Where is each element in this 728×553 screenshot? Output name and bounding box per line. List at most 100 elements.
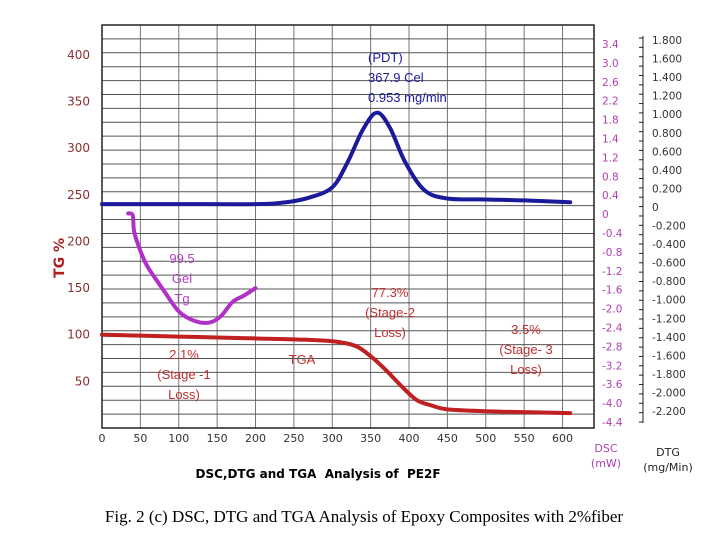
dsc-tick-label: 2.6 [602,77,619,89]
figure-caption: Fig. 2 (c) DSC, DTG and TGA Analysis of … [104,507,624,526]
x-tick-label: 500 [475,432,496,445]
x-tick-label: 600 [552,432,573,445]
annotation-tg-line1: 99.5 [169,251,194,266]
dsc-tick-label: -2.0 [602,304,623,316]
tg-axis: 50 100 150 200 250 300 350 400 [67,48,90,389]
dtg-tick-label: -1.600 [652,350,686,362]
dtg-axis-label: DTG [656,446,680,459]
annotation-stage1-line3: Loss) [168,387,200,402]
dsc-tick-label: -1.2 [602,266,623,278]
tg-tick-label: 50 [75,374,90,388]
series-line-tga [100,332,573,416]
dsc-axis-unit: (mW) [591,457,621,470]
dsc-tick-label: -4.4 [602,417,623,429]
series-group [100,110,573,416]
dsc-tick-label: 0.8 [602,171,619,183]
dtg-tick-label: 1.000 [652,109,682,121]
tg-tick-label: 400 [67,48,90,62]
dtg-tick-label: -1.400 [652,332,686,344]
dsc-tick-label: 3.4 [602,39,619,51]
dtg-tick-label: -0.600 [652,258,686,270]
annotation-pdt-line1: (PDT) [368,50,403,65]
tg-tick-label: 200 [67,234,90,248]
tg-tick-label: 250 [67,188,90,202]
dsc-tick-label: -2.8 [602,341,623,353]
x-tick-label: 150 [207,432,228,445]
tg-tick-label: 350 [67,94,90,108]
dtg-tick-label: -1.000 [652,295,686,307]
x-axis: 0 50 100 150 200 250 300 350 400 450 500 550 600 [99,432,574,445]
dsc-tick-label: 0 [602,209,609,221]
dtg-tick-label: 1.400 [652,72,682,84]
annotation-stage2-line1: 77.3% [372,285,409,300]
chart-title: DSC,DTG and TGA Analysis of PE2F [195,467,440,481]
dsc-tick-label: -1.6 [602,285,623,297]
dsc-tick-label: 1.4 [602,134,619,146]
dsc-tick-label: 0.4 [602,190,619,202]
annotation-tg-line3: Tg [174,291,189,306]
annotation-stage2-line3: Loss) [374,325,406,340]
tg-axis-label: TG % [52,238,68,278]
x-tick-label: 350 [360,432,381,445]
x-tick-label: 400 [399,432,420,445]
dtg-tick-label: -2.000 [652,387,686,399]
dtg-axis-unit: (mg/Min) [643,461,693,474]
dtg-tick-label: 1.800 [652,35,682,47]
dsc-tick-label: -0.4 [602,228,623,240]
dtg-tick-label: -2.200 [652,406,686,418]
x-tick-label: 50 [133,432,147,445]
series-line-dsc [126,211,258,325]
series-line-dtg [100,110,573,207]
dtg-tick-label: 0.200 [652,183,682,195]
dtg-tick-label: 0 [652,202,659,214]
plot-frame [101,24,595,429]
grid [102,25,594,428]
x-tick-label: 0 [99,432,106,445]
dsc-tick-label: 1.8 [602,115,619,127]
annotation-pdt-line3: 0.953 mg/min [368,90,447,105]
annotation-tg: 99.5 Gel Tg [169,251,194,306]
x-tick-label: 550 [514,432,535,445]
annotation-stage3-line1: 3.5% [511,322,541,337]
dtg-tick-label: -1.800 [652,369,686,381]
dsc-dtg-tga-chart: 0 50 100 150 200 250 300 350 400 450 500 550 600 50 1… [52,24,693,481]
annotation-stage3-line3: Loss) [510,362,542,377]
annotation-stage2-line2: (Stage-2 [365,305,415,320]
dsc-tick-label: 1.2 [602,152,619,164]
x-tick-label: 250 [283,432,304,445]
dtg-tick-label: 1.200 [652,91,682,103]
tg-tick-label: 300 [67,141,90,155]
annotation-stage2: 77.3% (Stage-2 Loss) [365,285,415,340]
dsc-tick-label: -4.0 [602,398,623,410]
annotation-pdt: (PDT) 367.9 Cel 0.953 mg/min [368,50,447,105]
annotation-stage3-line2: (Stage- 3 [499,342,552,357]
dsc-tick-label: -3.2 [602,360,623,372]
annotation-tg-line2: Gel [172,271,192,286]
dtg-tick-label: 0.800 [652,128,682,140]
x-tick-label: 100 [168,432,189,445]
dtg-axis: 1.800 1.600 1.400 1.200 1.000 0.800 0.600 0.400… [639,35,686,423]
dsc-axis-label: DSC [594,442,617,455]
dsc-tick-label: -0.8 [602,247,623,259]
dsc-tick-label: 2.2 [602,96,619,108]
dsc-axis: 3.4 3.0 2.6 2.2 1.8 1.4 1.2 0.8 0.4 0 -0.4 -0.8 -1.2… [602,39,623,429]
annotation-stage1-line1: 2.1% [169,347,199,362]
dtg-tick-label: -0.400 [652,239,686,251]
tg-tick-label: 150 [67,281,90,295]
dtg-tick-label: 0.600 [652,146,682,158]
tg-tick-label: 100 [67,328,90,342]
dtg-tick-label: -0.800 [652,276,686,288]
dtg-tick-label: -1.200 [652,313,686,325]
x-tick-label: 200 [245,432,266,445]
annotation-stage1-line2: (Stage -1 [157,367,210,382]
dsc-tick-label: -3.6 [602,379,623,391]
x-tick-label: 300 [322,432,343,445]
x-tick-label: 450 [437,432,458,445]
dtg-tick-label: 1.600 [652,54,682,66]
annotation-stage1: 2.1% (Stage -1 Loss) [157,347,210,402]
dsc-tick-label: -2.4 [602,323,623,335]
annotation-pdt-line2: 367.9 Cel [368,70,424,85]
dsc-tick-label: 3.0 [602,58,619,70]
annotation-stage3: 3.5% (Stage- 3 Loss) [499,322,552,377]
dtg-tick-label: 0.400 [652,165,682,177]
